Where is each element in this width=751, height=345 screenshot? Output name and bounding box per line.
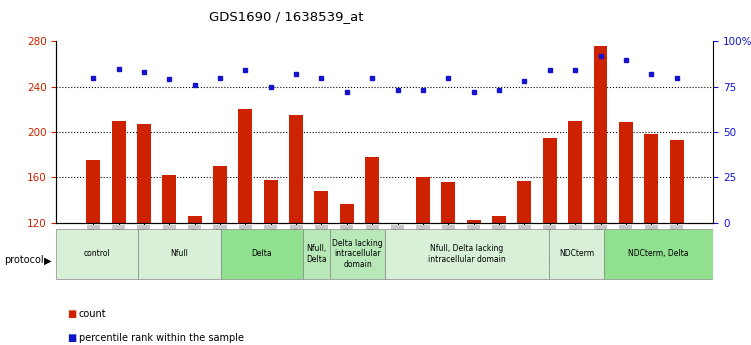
Bar <box>604 229 713 278</box>
Bar <box>365 157 379 345</box>
Bar <box>162 175 176 345</box>
Text: protocol: protocol <box>4 256 44 265</box>
Bar <box>188 216 201 345</box>
Bar <box>330 229 385 278</box>
Text: Delta lacking
intracellular
domain: Delta lacking intracellular domain <box>332 239 383 269</box>
Bar <box>303 229 330 278</box>
Text: Nfull: Nfull <box>170 249 189 258</box>
Text: ■: ■ <box>68 309 77 319</box>
Bar <box>137 124 151 345</box>
Bar <box>619 122 633 345</box>
Bar <box>213 166 227 345</box>
Bar <box>264 179 278 345</box>
Bar <box>391 229 405 345</box>
Text: percentile rank within the sample: percentile rank within the sample <box>79 333 244 343</box>
Bar <box>517 181 532 345</box>
Text: Delta: Delta <box>252 249 272 258</box>
Text: NDCterm, Delta: NDCterm, Delta <box>629 249 689 258</box>
Bar <box>416 177 430 345</box>
Text: NDCterm: NDCterm <box>559 249 594 258</box>
Bar <box>340 204 354 345</box>
Bar <box>644 134 658 345</box>
Bar <box>86 160 100 345</box>
Text: ■: ■ <box>68 333 77 343</box>
Bar <box>238 109 252 345</box>
Bar <box>221 229 303 278</box>
Text: ▶: ▶ <box>44 256 51 265</box>
Text: GDS1690 / 1638539_at: GDS1690 / 1638539_at <box>209 10 363 23</box>
Text: control: control <box>84 249 110 258</box>
Text: Nfull,
Delta: Nfull, Delta <box>306 244 327 264</box>
Bar <box>289 115 303 345</box>
Bar <box>543 138 556 345</box>
Bar <box>56 229 138 278</box>
Bar <box>670 140 683 345</box>
Bar <box>466 220 481 345</box>
Text: Nfull, Delta lacking
intracellular domain: Nfull, Delta lacking intracellular domai… <box>428 244 506 264</box>
Bar <box>442 182 455 345</box>
Text: count: count <box>79 309 107 319</box>
Bar <box>315 191 328 345</box>
Bar <box>385 229 549 278</box>
Bar <box>549 229 604 278</box>
Bar <box>138 229 221 278</box>
Bar <box>593 46 608 345</box>
Bar <box>492 216 506 345</box>
Bar <box>569 121 582 345</box>
Bar <box>112 121 125 345</box>
